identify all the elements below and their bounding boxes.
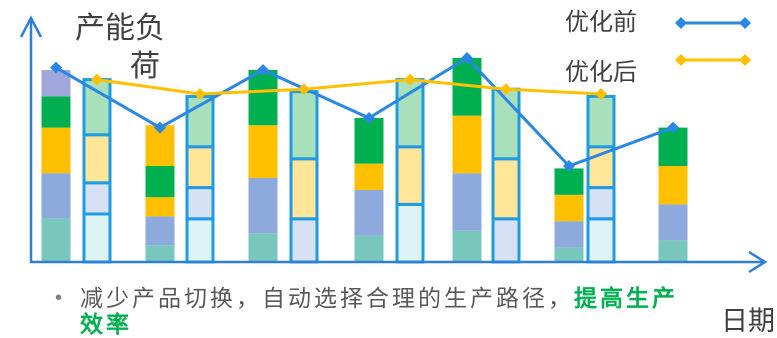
bar-segment-before [145,197,175,217]
note-emphasis-text: 提高生产效率 [80,285,678,337]
bar-segment-before [145,166,175,198]
legend-marker-before [739,17,751,29]
bar-before-1 [41,70,71,262]
bar-segment-after [185,217,215,264]
bars-layer [41,58,688,264]
bar-segment-before [452,173,482,231]
bar-segment-after [82,78,112,137]
note-text: 减少产品切换，自动选择合理的生产路径，提高生产效率 [80,285,694,337]
data-point-after [298,83,310,96]
legend-marker-after [739,54,751,66]
bar-segment-after [586,217,616,264]
bar-segment-after [491,217,521,264]
note-bullet: • [55,287,63,309]
data-point-before [50,61,62,74]
bar-segment-after [82,181,112,216]
data-point-before [257,64,269,76]
bar-segment-before [554,221,584,248]
bar-segment-before [354,190,384,236]
bar-segment-before [248,70,278,126]
bar-before-2 [145,125,175,262]
data-point-after [595,88,607,100]
legend-label-before: 优化前 [565,9,637,36]
data-point-after [500,83,512,96]
bar-segment-before [248,233,278,262]
bar-segment-before [145,216,175,246]
bar-segment-before [658,240,688,262]
note-plain-text: 减少产品切换，自动选择合理的生产路径， [80,285,574,311]
bar-before-6 [554,168,584,262]
bar-segment-before [248,178,278,234]
bar-segment-before [41,218,71,262]
data-point-after [194,88,206,100]
bar-segment-after [395,202,425,264]
bar-segment-before [452,230,482,262]
bar-segment-before [354,235,384,262]
legend-marker-after [675,54,687,66]
bar-after-6 [586,94,616,264]
legend-marks [675,17,751,66]
bar-before-4 [354,118,384,262]
bar-after-2 [185,94,215,264]
bar-segment-after [185,145,215,190]
bar-segment-after [82,212,112,264]
bar-segment-before [248,125,278,178]
bar-segment-before [658,127,688,166]
bar-segment-before [41,127,71,174]
series-line-after [96,78,602,96]
bar-segment-after [395,145,425,206]
data-point-after [404,73,416,86]
bar-before-3 [248,70,278,262]
bar-segment-after [289,90,319,161]
data-point-before [667,121,679,134]
data-point-before [563,160,575,172]
bar-segment-after [491,157,521,221]
data-point-before [461,52,473,64]
bar-segment-after [185,186,215,221]
bar-segment-before [41,173,71,219]
bar-segment-before [554,168,584,195]
axes [19,15,768,274]
legend-label-after: 优化后 [565,59,637,86]
bar-after-4 [395,78,425,264]
bar-after-3 [289,90,319,264]
bar-before-7 [658,127,688,262]
lines-layer [50,52,679,172]
data-point-before [154,121,166,134]
bar-segment-before [354,163,384,190]
x-axis-label: 日期 [721,306,775,336]
bar-before-5 [452,58,482,262]
bar-segment-after [289,157,319,221]
bar-segment-before [554,247,584,262]
legend-marker-before [675,17,687,29]
bar-after-1 [82,78,112,264]
y-axis-arrowhead [19,15,43,38]
data-point-before [363,112,375,124]
bar-segment-before [41,96,71,128]
bar-segment-before [658,204,688,241]
bar-segment-after [82,133,112,185]
bar-segment-before [354,118,384,164]
bar-segment-before [145,245,175,262]
data-point-after [91,73,103,86]
bar-segment-before [554,194,584,222]
bar-segment-after [395,78,425,149]
bar-segment-after [289,217,319,264]
bar-segment-after [586,186,616,221]
bar-after-5 [491,87,521,264]
y-axis-label: 产能负荷 [75,12,165,83]
bar-segment-before [658,166,688,205]
bar-segment-after [586,94,616,149]
x-axis-arrowhead [748,250,768,274]
bar-segment-before [452,115,482,174]
